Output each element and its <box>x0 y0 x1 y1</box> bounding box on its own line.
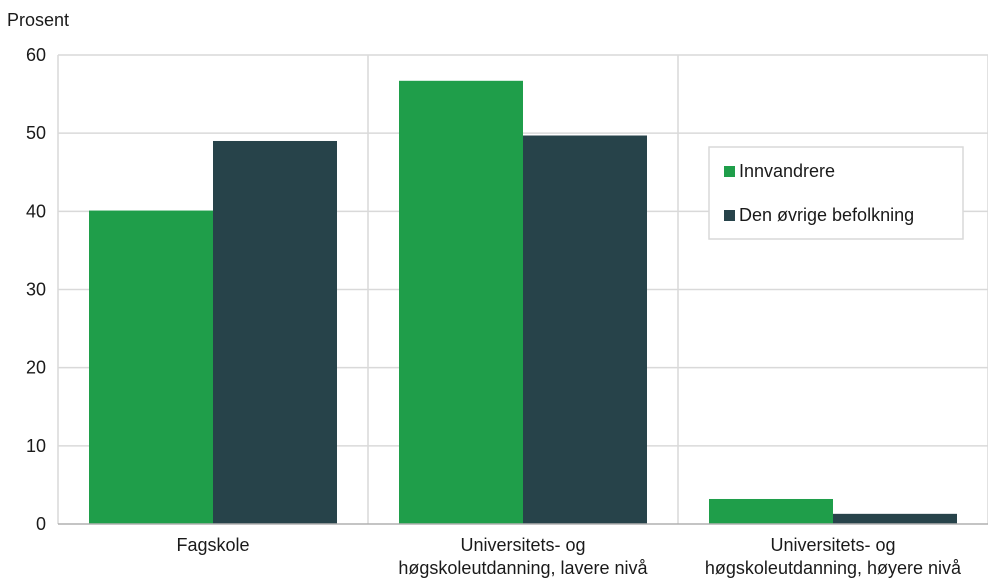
legend-box <box>708 146 964 240</box>
bars <box>89 80 957 525</box>
bar-den-ovrige-befolkning <box>833 513 957 524</box>
bar-den-ovrige-befolkning <box>523 135 647 525</box>
legend-label-den-ovrige-befolkning: Den øvrige befolkning <box>739 205 914 225</box>
y-tick-label: 40 <box>26 201 46 221</box>
legend-swatch-innvandrere <box>724 166 735 177</box>
y-tick-label: 50 <box>26 123 46 143</box>
legend: Innvandrere Den øvrige befolkning <box>708 146 964 240</box>
x-tick-label: Universitets- og høgskoleutdanning, laver… <box>398 535 648 578</box>
x-tick-label: Fagskole <box>176 535 249 555</box>
legend-swatch-den-ovrige-befolkning <box>724 210 735 221</box>
y-tick-label: 10 <box>26 436 46 456</box>
y-axis-title: Prosent <box>7 10 69 30</box>
bar-innvandrere <box>399 80 523 525</box>
bar-innvandrere <box>89 210 213 524</box>
y-tick-label: 60 <box>26 45 46 65</box>
y-tick-label: 0 <box>36 514 46 534</box>
y-tick-label: 30 <box>26 280 46 300</box>
x-tick-label: Universitets- og høgskoleutdanning, høyer… <box>705 535 962 578</box>
bar-den-ovrige-befolkning <box>213 140 337 524</box>
axes: 0 10 20 30 40 50 60 Fagskole Universitets- og høg… <box>26 45 988 578</box>
y-tick-label: 20 <box>26 358 46 378</box>
legend-label-innvandrere: Innvandrere <box>739 161 835 181</box>
bar-innvandrere <box>709 498 833 524</box>
